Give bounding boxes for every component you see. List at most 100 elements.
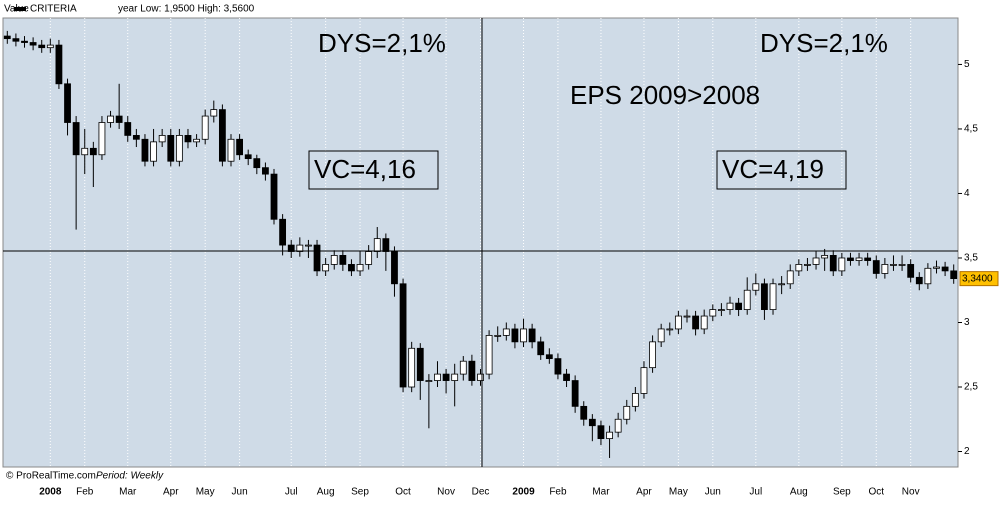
candle-body	[847, 257, 854, 261]
x-tick-label: Apr	[163, 487, 179, 498]
instrument-title: CRITERIA	[30, 4, 77, 15]
candle-body	[812, 257, 820, 265]
candle-body	[898, 264, 906, 266]
footer-source: © ProRealTime.com	[6, 471, 96, 482]
candle-body	[778, 283, 786, 286]
candle-body	[623, 405, 631, 420]
candle-body	[356, 264, 364, 272]
x-tick-label: Oct	[395, 487, 411, 498]
y-tick-label: 3	[964, 317, 970, 328]
value-label: Value	[4, 4, 29, 15]
candle-body	[631, 393, 639, 407]
candle-body	[864, 257, 872, 261]
candle-body	[201, 115, 209, 140]
candle-body	[735, 302, 743, 310]
x-tick-label: 2008	[39, 487, 62, 498]
y-tick-label: 3,5	[964, 253, 978, 264]
candle-body	[468, 360, 476, 381]
candle-body	[89, 147, 97, 156]
y-tick-label: 5	[964, 59, 970, 70]
candle-body	[890, 264, 897, 266]
candle-body	[477, 373, 484, 381]
candle-body	[442, 373, 450, 381]
candle-body	[55, 44, 63, 85]
candle-body	[270, 173, 278, 220]
candle-body	[588, 418, 596, 427]
candle-body	[821, 255, 829, 259]
annotation-box	[308, 150, 439, 190]
candle-body	[511, 328, 519, 343]
candle-body	[683, 315, 691, 318]
candle-body	[915, 276, 923, 285]
candle-body	[726, 302, 734, 310]
candle-body	[597, 425, 605, 440]
candle-body	[373, 238, 381, 252]
candle-body	[657, 328, 665, 343]
annotation: VC=4,16	[314, 154, 416, 184]
candle-body	[365, 251, 373, 265]
x-tick-label: Jul	[285, 487, 298, 498]
candle-body	[451, 373, 459, 381]
annotation: VC=4,19	[722, 154, 824, 184]
candle-body	[606, 431, 613, 440]
candle-body	[12, 38, 20, 42]
plot-layer	[3, 18, 958, 467]
candle-body	[107, 115, 114, 123]
x-tick-label: Jun	[232, 487, 248, 498]
x-tick-label: Feb	[549, 487, 567, 498]
candle-body	[296, 244, 304, 252]
y-tick-label: 2	[964, 446, 970, 457]
candle-body	[528, 328, 536, 343]
footer-period: Period: Weekly	[96, 471, 164, 482]
candle-body	[391, 251, 398, 285]
y-tick-label: 4	[964, 188, 970, 199]
candle-body	[614, 418, 622, 433]
candle-body	[279, 218, 287, 246]
candle-body	[640, 367, 648, 394]
candle-body	[3, 35, 11, 40]
candle-body	[692, 315, 699, 330]
candle-body	[804, 264, 811, 266]
x-tick-label: Dec	[472, 487, 490, 498]
x-tick-label: Mar	[119, 487, 137, 498]
candle-body	[408, 347, 416, 388]
candle-body	[64, 83, 71, 123]
x-tick-label: Mar	[592, 487, 610, 498]
candle-body	[305, 244, 312, 247]
candle-body	[425, 380, 433, 382]
x-tick-label: Feb	[76, 487, 94, 498]
candle-body	[175, 135, 183, 162]
x-tick-label: Nov	[437, 487, 455, 498]
candle-body	[115, 115, 123, 123]
candle-body	[761, 283, 768, 310]
x-tick-label: May	[669, 487, 688, 498]
candle-body	[72, 122, 80, 156]
x-tick-label: Nov	[902, 487, 920, 498]
x-tick-label: Aug	[317, 487, 335, 498]
x-tick-label: 2009	[512, 487, 535, 498]
candle-body	[244, 154, 252, 160]
candle-body	[743, 289, 751, 310]
x-tick-label: Aug	[790, 487, 808, 498]
candle-body	[167, 135, 175, 162]
candle-body	[545, 354, 553, 360]
candle-body	[924, 267, 932, 285]
candle-body	[674, 315, 682, 330]
candle-body	[829, 255, 837, 272]
candle-body	[786, 270, 794, 285]
candle-body	[236, 138, 243, 156]
annotation: DYS=2,1%	[318, 28, 446, 58]
candle-body	[193, 138, 200, 143]
candle-body	[313, 244, 321, 272]
candle-body	[98, 122, 106, 156]
y-tick-label: 2,5	[964, 382, 978, 393]
plot-area	[2, 17, 959, 468]
candle-body	[563, 373, 570, 381]
candle-body	[330, 255, 338, 265]
x-tick-label: Oct	[868, 487, 884, 498]
x-tick-label: Apr	[636, 487, 652, 498]
subtitle: year Low: 1,9500 High: 3,5600	[118, 4, 255, 15]
candle-body	[709, 309, 717, 317]
last-price-label: 3,3400	[962, 273, 993, 284]
